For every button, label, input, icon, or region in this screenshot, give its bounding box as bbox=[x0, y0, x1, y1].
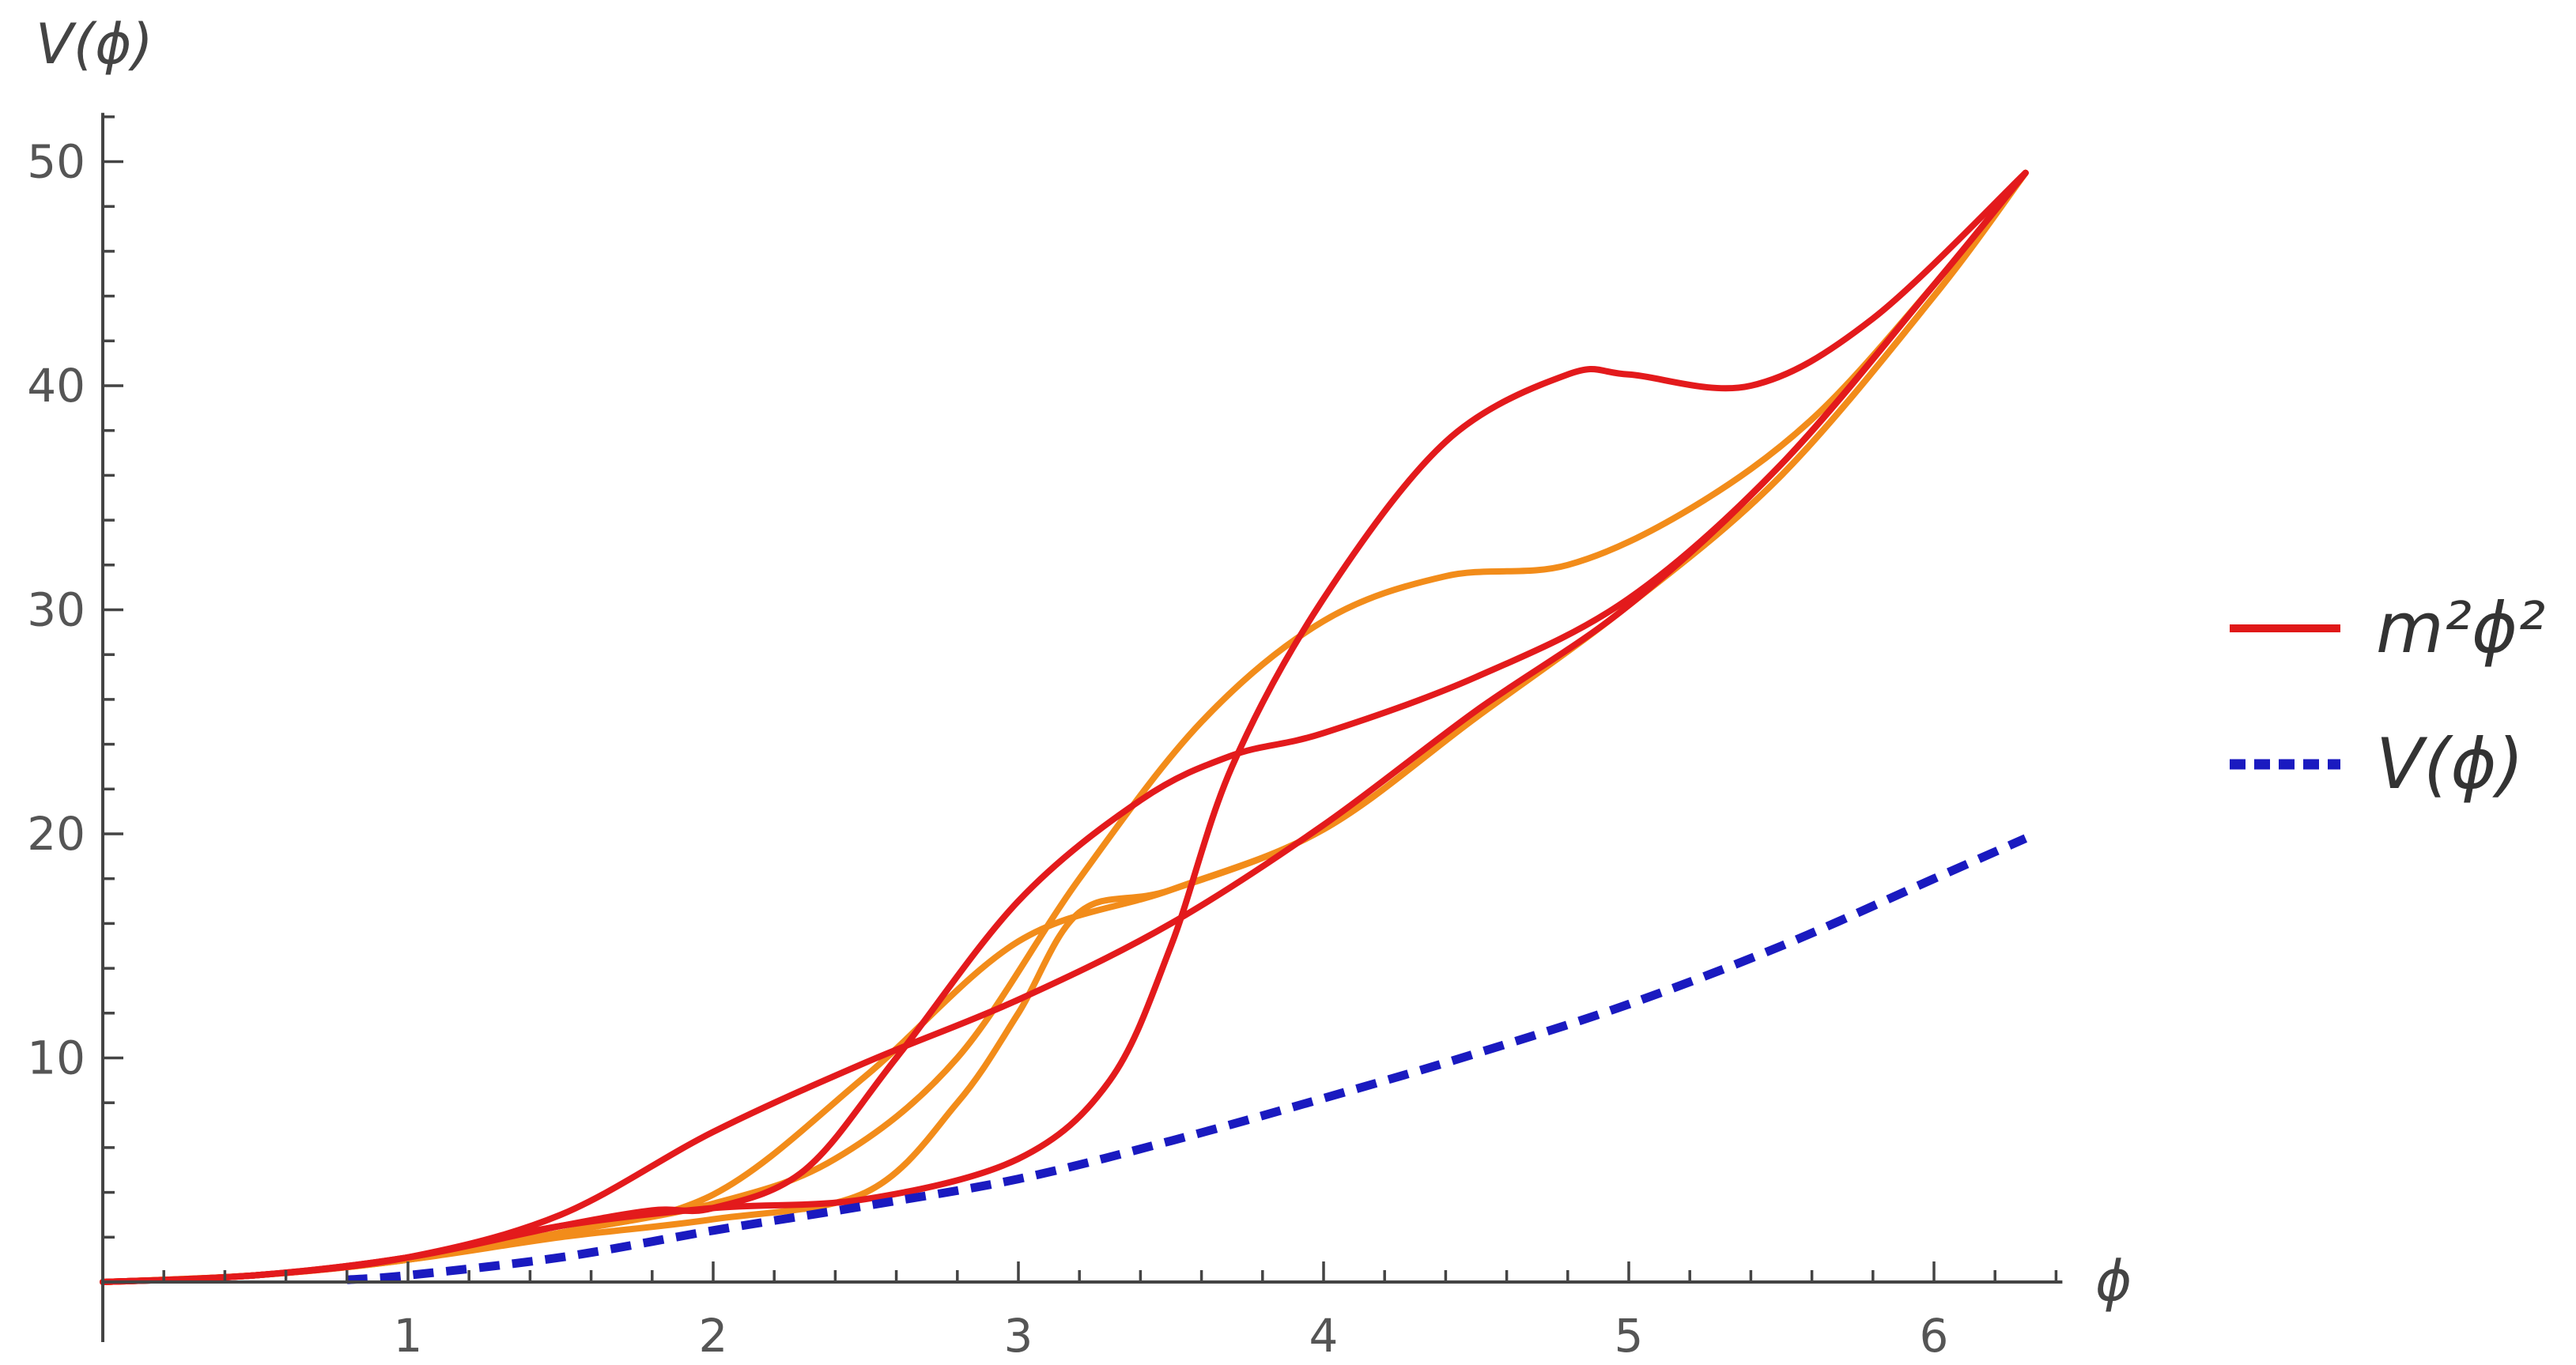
series-orange-3 bbox=[100, 169, 2029, 1285]
y-tick-label: 20 bbox=[27, 807, 85, 861]
x-tick-label: 6 bbox=[1920, 1309, 1949, 1363]
x-axis-title: ϕ bbox=[2095, 1249, 2132, 1314]
series-orange-4 bbox=[100, 169, 2029, 1285]
legend-label: m²ϕ² bbox=[2376, 587, 2545, 669]
x-tick-label: 4 bbox=[1309, 1309, 1339, 1363]
y-tick-label: 40 bbox=[27, 359, 85, 413]
x-tick-label: 1 bbox=[394, 1309, 423, 1363]
x-tick-label: 5 bbox=[1615, 1309, 1644, 1363]
y-axis-title: V(ϕ) bbox=[36, 12, 153, 77]
series-orange-5 bbox=[100, 169, 2029, 1285]
series-red-1 bbox=[100, 169, 2029, 1285]
y-tick-label: 50 bbox=[27, 135, 85, 189]
series-layer bbox=[100, 169, 2029, 1285]
legend: m²ϕ² V(ϕ) bbox=[2230, 587, 2545, 805]
x-tick-label: 2 bbox=[699, 1309, 728, 1363]
y-tick-label: 10 bbox=[27, 1031, 85, 1085]
legend-label: V(ϕ) bbox=[2376, 723, 2524, 805]
y-tick-label: 30 bbox=[27, 583, 85, 637]
axes-layer: 1 2 3 4 5 6 10 20 30 40 50 bbox=[27, 112, 2063, 1363]
series-red-2 bbox=[100, 169, 2029, 1285]
series-red-0 bbox=[100, 169, 2029, 1285]
series-v-phi bbox=[346, 834, 2028, 1284]
x-tick-label: 3 bbox=[1004, 1309, 1033, 1363]
